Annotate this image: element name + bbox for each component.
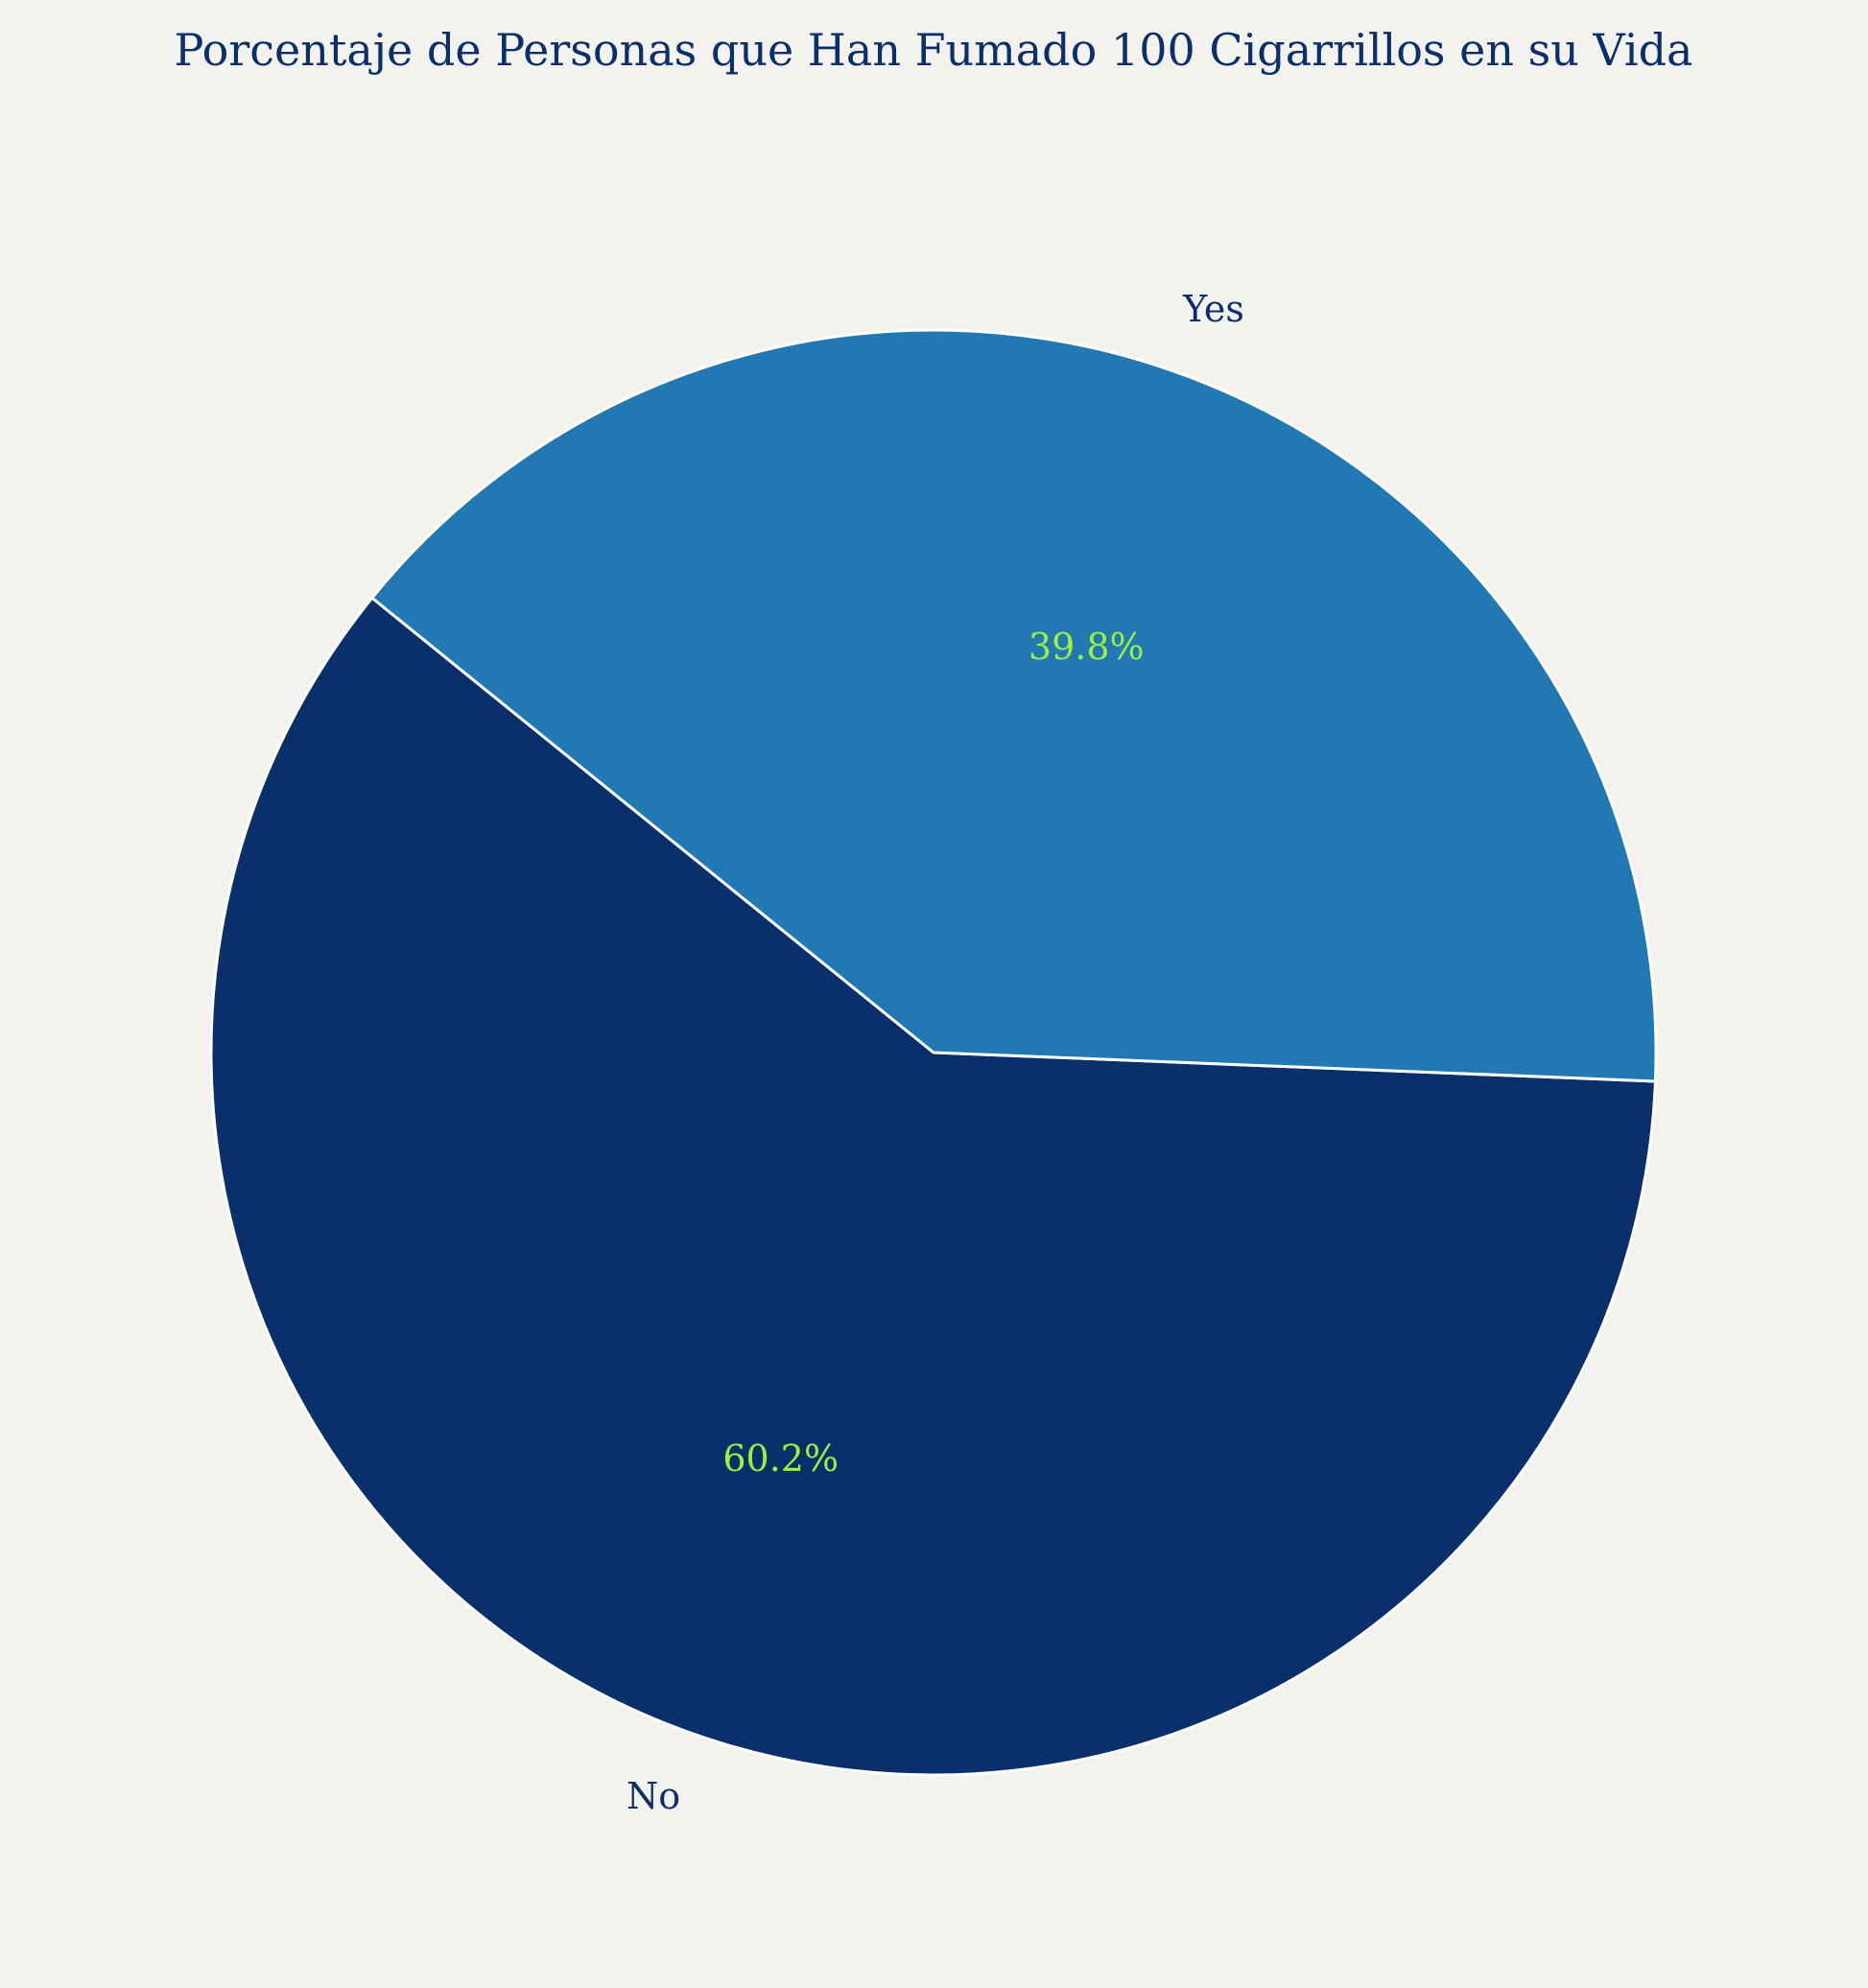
pie-slice-yes <box>370 328 1658 1083</box>
slice-label-yes: Yes <box>1182 288 1244 330</box>
pie-labels: No 60.2% Yes 39.8% <box>627 288 1244 1817</box>
pie-slice-no <box>209 596 1657 1777</box>
pct-label-yes: 39.8% <box>1029 626 1145 668</box>
pct-label-no: 60.2% <box>722 1437 839 1479</box>
pie-slices <box>209 328 1658 1777</box>
slice-label-no: No <box>627 1775 680 1817</box>
chart-title: Porcentaje de Personas que Han Fumado 10… <box>175 24 1693 76</box>
